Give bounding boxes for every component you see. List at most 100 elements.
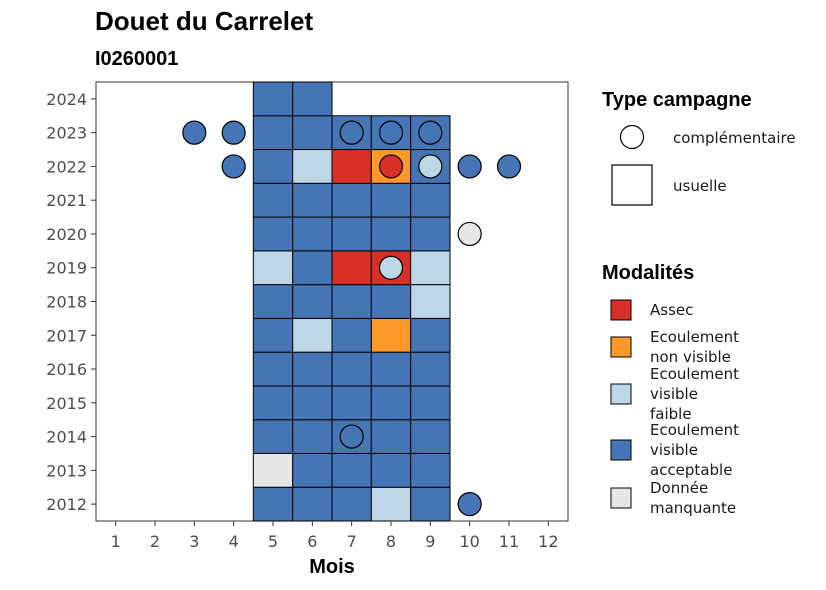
x-tick-label: 5: [268, 532, 278, 551]
x-tick-label: 11: [499, 532, 519, 551]
point-2022-8: [378, 154, 404, 179]
tile-2022-7: [331, 149, 372, 184]
tile-2021-9: [410, 182, 451, 218]
legend-complementaire-label: complémentaire: [673, 129, 796, 147]
tile-2014-6: [292, 419, 333, 454]
tile-2012-7: [331, 486, 372, 522]
tile-2016-6: [292, 351, 333, 387]
tile-2013-7: [331, 452, 372, 488]
chart-title: Douet du Carrelet: [95, 6, 313, 36]
legend-swatch-faible: [610, 383, 632, 405]
legend-swatch-acceptable: [610, 439, 632, 461]
tile-2019-7: [331, 250, 372, 286]
plot-area: 2012 2013 2014 2015 2016 2017 2018 2019 2020 2021…: [46, 81, 569, 551]
legend-swatch-nonvisible: [610, 336, 632, 358]
legend-label-manquante: Donnée: [650, 479, 708, 497]
point-2020-10: [457, 221, 482, 247]
y-tick-label: 2013: [46, 461, 87, 480]
x-tick-label: 6: [307, 532, 317, 551]
tile-2013-9: [410, 452, 451, 488]
point-2023-4: [221, 120, 246, 145]
point-2012-10: [457, 492, 482, 517]
legend-label-acceptable: acceptable: [650, 461, 732, 479]
tile-2020-6: [292, 216, 333, 252]
legend-campaign-title: Type campagne: [602, 89, 752, 111]
legend-label-acceptable: visible: [650, 441, 698, 459]
tile-2021-7: [331, 182, 372, 218]
legend-swatch-assec: [610, 299, 632, 321]
y-tick-label: 2014: [46, 428, 87, 447]
x-tick-label: 7: [347, 532, 357, 551]
tile-2019-9: [410, 250, 451, 286]
tile-2015-7: [331, 385, 372, 421]
tile-2018-6: [292, 284, 333, 319]
tile-2024-6: [292, 81, 333, 117]
tile-2015-6: [292, 385, 333, 421]
tile-2023-6: [292, 115, 333, 151]
tile-2018-8: [370, 284, 412, 319]
y-tick-label: 2022: [46, 157, 87, 176]
tile-2017-5: [252, 317, 294, 353]
tile-2022-5: [252, 149, 294, 184]
tile-2020-9: [410, 216, 451, 252]
x-tick-label: 2: [150, 532, 160, 551]
tile-2016-9: [410, 351, 451, 387]
tile-2013-8: [370, 452, 412, 488]
tile-2014-5: [252, 419, 294, 454]
tile-2015-9: [410, 385, 451, 421]
tile-2021-8: [370, 182, 412, 218]
tile-2018-7: [331, 284, 372, 319]
tile-2016-8: [370, 351, 412, 387]
point-2022-4: [221, 154, 246, 179]
point-2022-10: [457, 154, 482, 179]
tile-2021-5: [252, 182, 294, 218]
tile-2023-5: [252, 115, 294, 151]
tile-2012-9: [410, 486, 451, 522]
tile-2018-9: [410, 284, 451, 319]
tile-2019-6: [292, 250, 333, 286]
y-tick-label: 2024: [46, 90, 87, 109]
tile-2012-8: [370, 486, 412, 522]
tile-2017-7: [331, 317, 372, 353]
tile-2019-5: [252, 250, 294, 286]
legend-label-assec: Assec: [650, 301, 693, 319]
tile-2017-6: [292, 317, 333, 353]
point-2022-11: [496, 154, 522, 179]
x-axis-title: Mois: [309, 556, 355, 578]
x-tick-label: 10: [459, 532, 479, 551]
chart-subtitle: I0260001: [95, 48, 178, 70]
legend-circle-symbol: [619, 124, 645, 150]
tile-2021-6: [292, 182, 333, 218]
legend-swatch-manquante: [610, 487, 632, 509]
tile-2020-8: [370, 216, 412, 252]
legend-campaign: Type campagne complémentaire usuelle: [602, 89, 796, 206]
tile-2024-5: [252, 81, 294, 117]
tile-2012-5: [252, 486, 294, 522]
x-tick-label: 4: [229, 532, 239, 551]
y-tick-label: 2023: [46, 124, 87, 143]
legend-usuelle-label: usuelle: [673, 177, 727, 195]
point-2023-9: [418, 120, 443, 145]
tile-2017-8: [370, 317, 412, 353]
tile-2017-9: [410, 317, 451, 353]
legend-modality-title: Modalités: [602, 262, 694, 284]
legend-label-nonvisible: Ecoulement: [650, 328, 739, 346]
point-2023-8: [378, 120, 404, 145]
y-tick-label: 2020: [46, 225, 87, 244]
tile-2014-9: [410, 419, 451, 454]
tile-2016-5: [252, 351, 294, 387]
y-tick-label: 2012: [46, 495, 87, 514]
legend-label-faible: faible: [650, 405, 692, 423]
tile-2018-5: [252, 284, 294, 319]
point-2014-7: [339, 424, 364, 449]
y-tick-label: 2015: [46, 394, 87, 413]
x-tick-label: 3: [189, 532, 199, 551]
point-2022-9: [418, 154, 443, 179]
tile-2020-5: [252, 216, 294, 252]
y-tick-label: 2019: [46, 259, 87, 278]
tile-2013-5: [252, 452, 294, 488]
tile-2015-5: [252, 385, 294, 421]
point-2023-3: [182, 120, 207, 145]
